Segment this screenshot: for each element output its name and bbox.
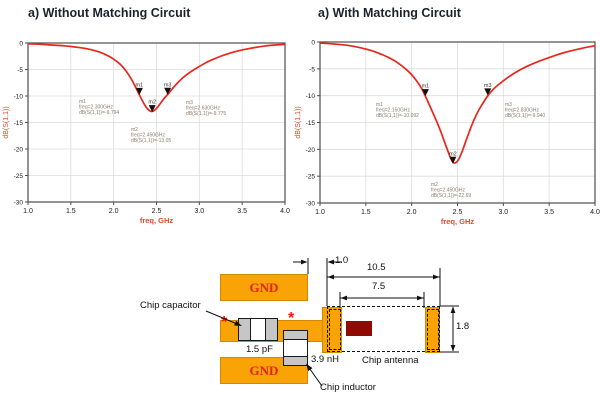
svg-text:3.0: 3.0 (194, 208, 204, 215)
antenna-right-pad-outline (427, 309, 439, 350)
dimension-inner-length-label: 7.5 (372, 281, 386, 292)
svg-text:dB(S(1,1))=-9.794: dB(S(1,1))=-9.794 (79, 110, 119, 116)
svg-text:-20: -20 (306, 147, 316, 154)
svg-text:freq=2.300GHz: freq=2.300GHz (79, 105, 114, 111)
svg-text:dB(S(1,1))=-10.092: dB(S(1,1))=-10.092 (376, 113, 419, 119)
svg-text:3.0: 3.0 (498, 209, 508, 216)
dimension-total-length-label: 10.5 (367, 262, 386, 273)
gnd-top-plane: GND (220, 274, 308, 301)
svg-text:m1: m1 (422, 84, 430, 90)
capacitor-left-terminal (239, 319, 251, 340)
svg-text:dB(S(1,1))=-9.775: dB(S(1,1))=-9.775 (186, 111, 226, 117)
svg-text:-5: -5 (17, 67, 23, 74)
marker-triangle-m3 (484, 88, 492, 96)
svg-text:m2: m2 (449, 151, 457, 157)
svg-text:2.0: 2.0 (407, 209, 417, 216)
gnd-bottom-plane: GND (220, 357, 308, 384)
svg-text:freq, GHz: freq, GHz (140, 216, 174, 225)
chip-inductor-label: Chip inductor (320, 382, 376, 393)
svg-text:freq=2.450GHz: freq=2.450GHz (131, 133, 166, 139)
marker-triangle-m1 (135, 87, 143, 95)
svg-text:2.5: 2.5 (152, 208, 162, 215)
svg-text:freq=2.150GHz: freq=2.150GHz (376, 108, 411, 114)
s11-curve (319, 42, 596, 164)
chip-capacitor (238, 318, 278, 341)
svg-text:-30: -30 (14, 200, 24, 207)
s11-curve (27, 42, 286, 113)
plot-title-without-matching: a) Without Matching Circuit (28, 6, 191, 20)
svg-text:m2: m2 (131, 127, 138, 133)
svg-text:freq=2.450GHz: freq=2.450GHz (431, 188, 466, 194)
svg-text:2.0: 2.0 (109, 208, 119, 215)
svg-text:0: 0 (311, 40, 315, 47)
svg-text:-10: -10 (306, 93, 316, 100)
asterisk-icon-right: * (288, 310, 295, 327)
svg-text:4.0: 4.0 (590, 209, 600, 216)
svg-text:m3: m3 (186, 100, 193, 106)
dimension-height-label: 1.8 (456, 321, 470, 332)
svg-text:dB(S(1,1)): dB(S(1,1)) (3, 106, 10, 138)
s11-plot-without-matching: 1.0 1.5 2.0 2.5 3.0 3.5 4.0 0 -5 -10 -15 -20 -25 -30 f… (3, 41, 290, 226)
svg-text:-15: -15 (306, 120, 316, 127)
svg-text:1.0: 1.0 (315, 209, 325, 216)
svg-text:freq=2.830GHz: freq=2.830GHz (505, 108, 540, 114)
marker-triangle-m3 (164, 87, 172, 95)
svg-text:1.5: 1.5 (361, 209, 371, 216)
svg-text:-5: -5 (309, 66, 315, 73)
capacitor-body (251, 319, 265, 340)
marker-triangle-m1 (421, 89, 429, 97)
svg-text:2.5: 2.5 (453, 209, 463, 216)
gnd-top-label: GND (249, 279, 279, 295)
svg-text:m2: m2 (148, 100, 156, 106)
svg-text:-15: -15 (14, 120, 24, 127)
antenna-left-pad-outline (329, 309, 341, 350)
svg-text:m1: m1 (376, 102, 383, 108)
svg-text:freq=2.630GHz: freq=2.630GHz (186, 106, 221, 112)
svg-text:dB(S(1,1))=-13.05: dB(S(1,1))=-13.05 (131, 138, 171, 144)
svg-text:freq, GHz: freq, GHz (441, 217, 475, 226)
svg-text:m3: m3 (164, 82, 172, 88)
svg-text:m1: m1 (136, 82, 144, 88)
svg-text:3.5: 3.5 (544, 209, 554, 216)
svg-text:3.5: 3.5 (237, 208, 247, 215)
dimension-gap-label: 1.0 (335, 255, 349, 266)
svg-text:-10: -10 (14, 94, 24, 101)
inductor-body (284, 340, 307, 356)
svg-text:-30: -30 (306, 201, 316, 208)
svg-text:-20: -20 (14, 147, 24, 154)
s11-plot-with-matching: 1.0 1.5 2.0 2.5 3.0 3.5 4.0 0 -5 -10 -15 -20 -25 -30 f… (295, 40, 600, 227)
antenna-component-block (346, 321, 372, 336)
svg-text:1.5: 1.5 (66, 208, 76, 215)
svg-text:dB(S(1,1))=-9.940: dB(S(1,1))=-9.940 (505, 113, 545, 119)
svg-text:m1: m1 (79, 99, 86, 105)
svg-text:m2: m2 (431, 182, 438, 188)
capacitor-value-label: 1.5 pF (246, 344, 273, 355)
svg-text:dB(S(1,1))=-22.69: dB(S(1,1))=-22.69 (431, 193, 471, 199)
inductor-bottom-terminal (284, 356, 307, 365)
svg-text:dB(S(1,1)): dB(S(1,1)) (295, 106, 302, 138)
inductor-top-terminal (284, 331, 307, 340)
chip-antenna-outline (327, 306, 440, 352)
dimension-lines (205, 258, 459, 387)
svg-text:m3: m3 (505, 102, 512, 108)
svg-text:-25: -25 (306, 174, 316, 181)
gnd-bottom-label: GND (249, 362, 279, 378)
marker-triangle-m2 (148, 105, 156, 113)
marker-triangle-m2 (449, 156, 457, 164)
svg-text:m3: m3 (484, 83, 492, 89)
capacitor-right-terminal (265, 319, 277, 340)
asterisk-icon-left: * (221, 314, 228, 331)
svg-text:-25: -25 (14, 173, 24, 180)
chip-inductor (283, 330, 308, 366)
svg-text:0: 0 (19, 41, 23, 48)
plot-title-with-matching: a) With Matching Circuit (318, 6, 461, 20)
chip-capacitor-label: Chip capacitor (140, 300, 201, 311)
svg-text:4.0: 4.0 (280, 208, 290, 215)
chip-antenna-label: Chip antenna (362, 355, 419, 366)
svg-text:1.0: 1.0 (23, 208, 33, 215)
inductor-value-label: 3.9 nH (311, 354, 339, 365)
